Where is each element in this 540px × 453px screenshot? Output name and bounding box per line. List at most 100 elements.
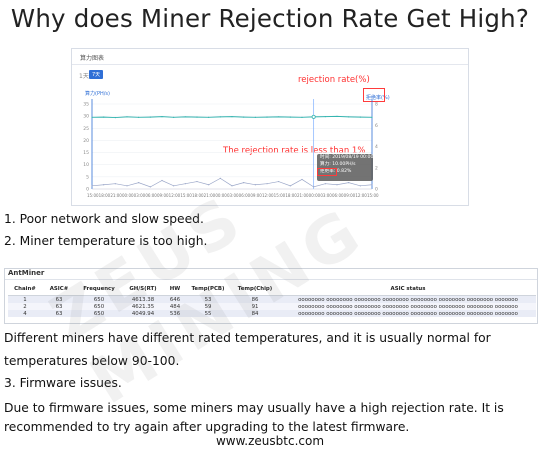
rejection-point — [114, 183, 116, 185]
cell-frequency: 650 — [76, 295, 122, 303]
hashrate-point — [219, 116, 221, 118]
hashrate-chart-panel: 算力图表 1天 7天 算力(PH/s) 拒绝率(%) rejection rat… — [71, 48, 469, 206]
cell-temp-chip: 86 — [230, 295, 280, 303]
x-tick-label: 09:00 — [343, 193, 356, 198]
x-tick-label: 06:00 — [332, 193, 344, 198]
cell-hw: 536 — [164, 310, 186, 317]
y-tick-label: 25 — [83, 126, 89, 132]
rejection-point — [138, 182, 140, 184]
antminer-status-panel: AntMiner Chain# ASIC# Frequency GH/S(RT)… — [4, 268, 538, 324]
hashrate-point — [289, 116, 291, 118]
x-tick-label: 00:00 — [308, 193, 321, 198]
y2-tick-label: 6 — [375, 123, 378, 129]
hashrate-point — [208, 116, 210, 118]
rejection-point — [324, 183, 326, 185]
rejection-point — [196, 180, 198, 183]
hashrate-point — [114, 117, 116, 119]
hashrate-point — [243, 116, 245, 118]
col-asic: ASIC# — [42, 283, 76, 296]
x-tick-label: 00:00 — [215, 193, 227, 198]
x-tick-label: 12:00 — [355, 193, 367, 198]
y2-tick-label: 2 — [375, 165, 378, 171]
x-tick-label: 15:00 — [180, 193, 192, 198]
rejection-point — [173, 185, 175, 187]
hashrate-point — [91, 116, 93, 118]
col-ghs: GH/S(RT) — [122, 283, 164, 296]
page-title: Why does Miner Rejection Rate Get High? — [10, 4, 530, 33]
cell-temp-pcb: 55 — [186, 310, 230, 317]
hashrate-point — [138, 116, 140, 118]
hashrate-point — [149, 116, 151, 118]
cell-chain: 4 — [8, 310, 42, 317]
y2-tick-label: 8 — [375, 102, 378, 108]
cell-asic-status: oooooooo oooooooo oooooooo oooooooo oooo… — [280, 310, 536, 317]
x-tick-label: 09:00 — [157, 193, 169, 198]
rejection-less-annotation: The rejection rate is less than 1% — [223, 146, 366, 156]
panel-header: 算力图表 — [80, 55, 105, 62]
cell-hw: 484 — [164, 303, 186, 310]
hashrate-point — [231, 116, 233, 118]
cell-frequency: 650 — [76, 303, 122, 310]
x-tick-label: 12:00 — [262, 193, 274, 198]
rejection-point — [266, 183, 268, 185]
paragraph-2-line-1: Due to firmware issues, some miners may … — [4, 401, 504, 415]
hashrate-line-chart: 0 5 10 15 20 25 30 35 0 2 4 6 8 — [83, 99, 378, 193]
table-header-row: Chain# ASIC# Frequency GH/S(RT) HW Temp(… — [8, 283, 536, 296]
cause-2: 2. Miner temperature is too high. — [4, 234, 208, 248]
table-row: 2 63 650 4621.35 484 59 91 oooooooo oooo… — [8, 303, 536, 310]
rejection-point — [184, 183, 186, 185]
hashrate-point — [266, 116, 268, 118]
rejection-point — [91, 185, 93, 187]
paragraph-2-line-2: recommended to try again after upgrading… — [4, 420, 410, 434]
hashrate-point — [103, 116, 105, 118]
col-temp-chip: Temp(Chip) — [230, 283, 280, 296]
cell-chain: 1 — [8, 295, 42, 303]
rejection-point — [348, 182, 350, 184]
tab-7day[interactable]: 7天 — [89, 70, 104, 79]
y-tick-label: 35 — [83, 102, 89, 108]
rejection-point — [359, 185, 361, 187]
y-tick-label: 30 — [83, 114, 89, 120]
y-tick-label: 0 — [86, 187, 89, 193]
tooltip-hashrate: 算力: 10.00PH/s — [320, 162, 356, 167]
hashrate-point — [301, 116, 303, 118]
x-tick-label: 03:00 — [320, 193, 332, 198]
x-tick-label: 09:00 — [250, 193, 262, 198]
y-tick-label: 10 — [83, 162, 89, 168]
hashrate-point — [126, 116, 128, 118]
rejection-point — [336, 184, 338, 186]
hashrate-point — [161, 116, 163, 118]
cell-asic-status: oooooooo oooooooo oooooooo oooooooo oooo… — [280, 295, 536, 303]
cell-hw: 646 — [164, 295, 186, 303]
cause-1: 1. Poor network and slow speed. — [4, 212, 204, 226]
table-row: 1 63 650 4613.38 646 53 86 oooooooo oooo… — [8, 295, 536, 303]
x-tick-label: 06:00 — [145, 193, 157, 198]
rejection-point — [208, 184, 210, 186]
x-tick-label: 15:00 — [87, 193, 99, 198]
cell-asic: 63 — [42, 295, 76, 303]
x-tick-label: 03:00 — [133, 193, 146, 198]
x-tick-label: 15:00 — [367, 193, 379, 198]
tooltip-rejection: 拒绝率: 0.82% — [320, 169, 352, 174]
hashrate-point — [359, 116, 361, 118]
cell-asic: 63 — [42, 310, 76, 317]
cell-temp-pcb: 53 — [186, 295, 230, 303]
x-tick-label: 18:00 — [192, 193, 204, 198]
y-tick-label: 15 — [83, 150, 89, 156]
website-link[interactable]: www.zeusbtc.com — [215, 434, 325, 448]
tab-1day[interactable]: 1天 — [79, 73, 89, 80]
cell-asic-status: oooooooo oooooooo oooooooo oooooooo oooo… — [280, 303, 536, 310]
y-tick-label: 20 — [83, 138, 89, 144]
panel-divider — [72, 64, 468, 65]
hashrate-point — [173, 116, 175, 118]
hashrate-point — [278, 116, 280, 118]
rejection-point — [254, 184, 256, 186]
tooltip-time: 时间: 2019/08/19 00:00:00 — [320, 155, 381, 160]
cell-temp-chip: 84 — [230, 310, 280, 317]
col-hw: HW — [164, 283, 186, 296]
rejection-point — [301, 178, 303, 181]
y-axis-left-label: 算力(PH/s) — [85, 91, 110, 97]
hashrate-point — [348, 116, 350, 118]
chart-tooltip: 时间: 2019/08/19 00:00:00 算力: 10.00PH/s 拒绝… — [317, 154, 381, 181]
x-tick-label: 21:00 — [110, 193, 122, 198]
